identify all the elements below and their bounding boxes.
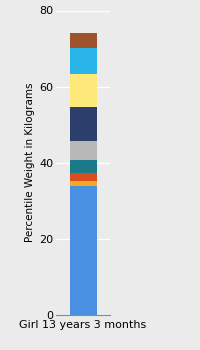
Bar [70,141,97,160]
Bar [70,107,97,141]
Bar [70,160,97,173]
Bar [70,75,97,107]
Bar [70,48,97,75]
Bar [70,186,97,315]
Bar [70,173,97,181]
Y-axis label: Percentile Weight in Kilograms: Percentile Weight in Kilograms [25,83,35,243]
Bar [70,33,97,48]
Bar [70,181,97,186]
